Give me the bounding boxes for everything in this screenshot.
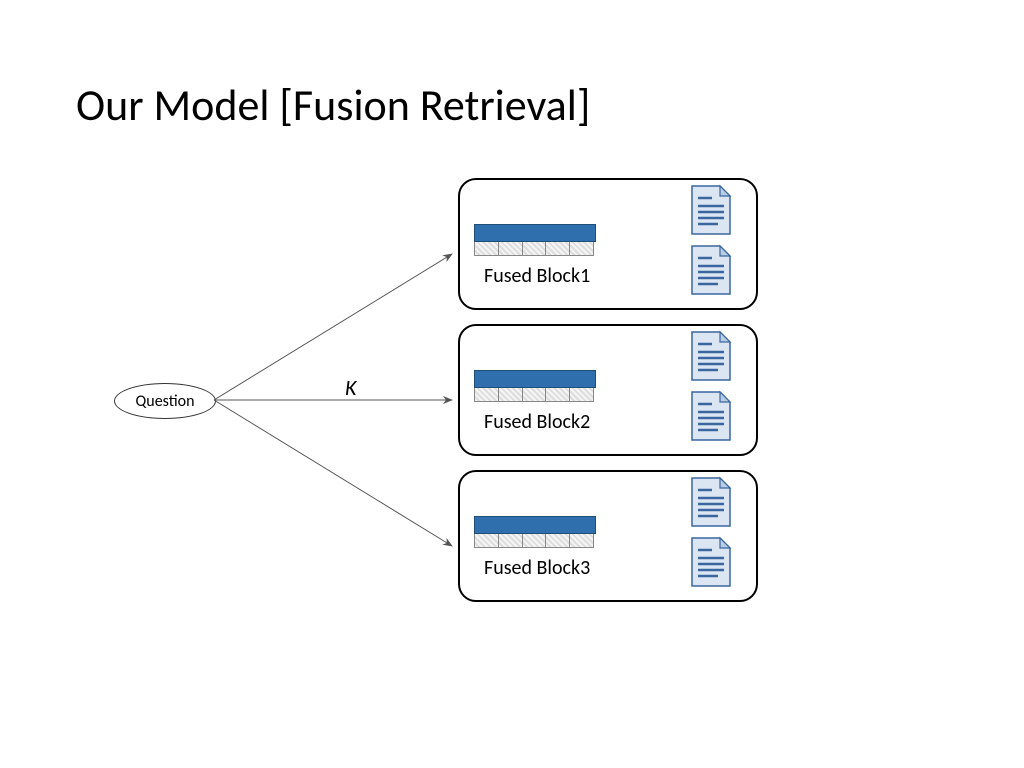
embedding-bar-3 [474,516,596,548]
document-icon [688,330,734,384]
main-arrows [214,254,452,546]
document-icon [688,476,734,530]
k-label: K [345,374,356,401]
question-node: Question [114,383,216,419]
embedding-bar-1 [474,224,596,256]
document-icon [688,184,734,238]
fused-block-label-2: Fused Block2 [484,410,590,434]
document-icon [688,390,734,444]
embedding-bar-2 [474,370,596,402]
fused-block-label-3: Fused Block3 [484,556,590,580]
fused-block-label-1: Fused Block1 [484,264,590,288]
document-icon [688,536,734,590]
slide-title: Our Model [Fusion Retrieval] [76,78,590,132]
document-icon [688,244,734,298]
question-label: Question [136,392,195,411]
